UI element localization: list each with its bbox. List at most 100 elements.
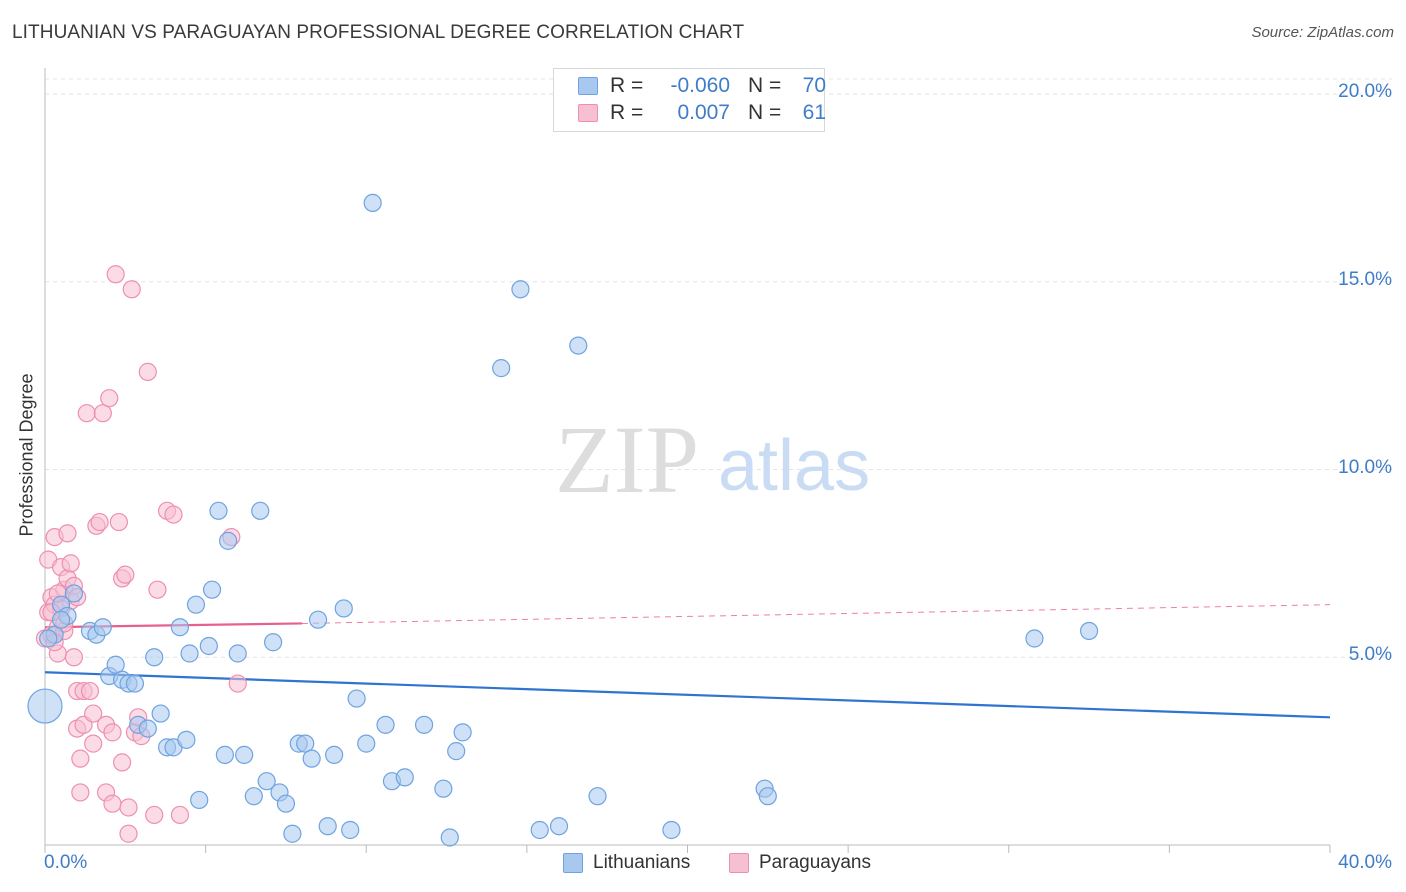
data-point-paraguayans [106, 265, 125, 284]
data-point-lithuanians [235, 745, 254, 764]
data-point-lithuanians [228, 644, 247, 663]
watermark: ZIP atlas [555, 406, 870, 513]
data-point-paraguayans [119, 798, 138, 817]
data-point-paraguayans [148, 580, 167, 599]
data-point-lithuanians [453, 723, 472, 742]
data-point-lithuanians [219, 531, 238, 550]
legend-r-label: R = [610, 101, 644, 124]
bottom-legend-label: Lithuanians [593, 852, 691, 873]
y-tick-label: 20.0% [1338, 81, 1392, 103]
legend-r-label: R = [610, 74, 644, 97]
data-point-lithuanians [395, 768, 414, 787]
data-point-lithuanians [209, 501, 228, 520]
data-point-lithuanians [588, 787, 607, 806]
data-point-paraguayans [228, 674, 247, 693]
data-point-paraguayans [145, 805, 164, 825]
legend-row-paraguayans: R = 0.007 N = 61 [578, 100, 826, 126]
y-tick-label: 10.0% [1338, 456, 1392, 478]
data-point-lithuanians [325, 745, 344, 764]
data-point-lithuanians [318, 817, 337, 836]
trend-line-lithuanians [44, 671, 1331, 719]
data-point-lithuanians [414, 715, 434, 734]
data-point-lithuanians [186, 595, 206, 614]
data-point-lithuanians [190, 790, 209, 810]
data-point-lithuanians [347, 689, 366, 708]
data-point-lithuanians [492, 359, 511, 378]
data-point-paraguayans [116, 565, 135, 584]
data-point-lithuanians [434, 779, 453, 798]
data-point-lithuanians [39, 629, 58, 648]
data-point-paraguayans [77, 404, 96, 423]
data-point-lithuanians [51, 610, 71, 629]
data-point-paraguayans [84, 734, 103, 753]
legend-n-label: N = [748, 101, 782, 124]
data-point-lithuanians [151, 704, 170, 723]
data-point-lithuanians [341, 820, 360, 840]
data-point-paraguayans [103, 723, 122, 742]
bottom-legend-paraguayans[interactable]: Paraguayans [729, 852, 871, 874]
data-point-lithuanians [440, 828, 459, 847]
data-point-lithuanians [283, 824, 302, 843]
legend-n-label: N = [748, 74, 782, 97]
source-label: Source: ZipAtlas.com [1251, 24, 1394, 41]
data-point-lithuanians [93, 618, 112, 637]
data-point-paraguayans [71, 749, 90, 768]
data-point-paraguayans [103, 794, 122, 813]
data-point-paraguayans [90, 512, 109, 532]
grid-lines [45, 78, 1392, 658]
data-point-paraguayans [100, 389, 119, 408]
data-point-lithuanians [177, 730, 196, 749]
data-point-lithuanians [276, 794, 296, 813]
data-point-paraguayans [61, 554, 80, 573]
data-point-lithuanians [302, 749, 321, 768]
y-tick-label: 5.0% [1348, 644, 1392, 666]
y-axis-label: Professional Degree [16, 373, 37, 537]
bottom-legend-label: Paraguayans [759, 852, 871, 873]
x-tick-max: 40.0% [1338, 852, 1392, 873]
data-point-paraguayans [71, 783, 90, 802]
data-point-paraguayans [119, 824, 138, 843]
data-point-paraguayans [109, 512, 128, 532]
data-point-lithuanians [215, 745, 234, 764]
data-point-paraguayans [84, 704, 103, 723]
series-lithuanians [27, 193, 1099, 847]
bottom-legend-swatch-pink [729, 853, 749, 873]
data-point-lithuanians [202, 580, 222, 599]
data-point-lithuanians [244, 787, 263, 806]
data-point-lithuanians [138, 719, 157, 738]
data-point-lithuanians [106, 655, 125, 674]
y-tick-label: 15.0% [1338, 268, 1392, 290]
data-point-lithuanians [64, 584, 84, 603]
data-point-paraguayans [112, 753, 132, 772]
data-point-lithuanians [357, 734, 376, 753]
data-point-lithuanians [1025, 629, 1044, 648]
data-point-lithuanians [263, 633, 283, 652]
legend-row-lithuanians: R = -0.060 N = 70 [578, 73, 826, 99]
data-point-paraguayans [138, 362, 157, 381]
data-point-lithuanians [180, 644, 199, 663]
data-point-lithuanians [308, 610, 328, 629]
data-point-lithuanians [530, 820, 549, 840]
legend-r-value: 0.007 [677, 101, 730, 124]
chart-title: LITHUANIAN VS PARAGUAYAN PROFESSIONAL DE… [12, 22, 745, 43]
data-point-lithuanians [447, 742, 466, 761]
data-point-paraguayans [58, 524, 77, 543]
data-point-paraguayans [170, 805, 190, 825]
data-point-lithuanians [27, 688, 63, 724]
data-point-lithuanians [251, 501, 270, 520]
data-point-paraguayans [80, 681, 100, 701]
legend-n-value: 61 [802, 101, 826, 124]
series-paraguayans [35, 265, 247, 843]
trend-line-paraguayans-dashed [301, 604, 1331, 624]
data-point-lithuanians [376, 715, 395, 734]
data-point-lithuanians [363, 193, 382, 213]
bottom-legend-lithuanians[interactable]: Lithuanians [563, 852, 690, 874]
bottom-legend-swatch-blue [563, 853, 583, 873]
data-point-lithuanians [145, 648, 164, 667]
data-point-paraguayans [64, 648, 84, 667]
data-point-paraguayans [122, 280, 141, 299]
data-point-lithuanians [511, 280, 530, 299]
watermark-atlas: atlas [718, 426, 870, 506]
data-point-paraguayans [164, 505, 183, 524]
